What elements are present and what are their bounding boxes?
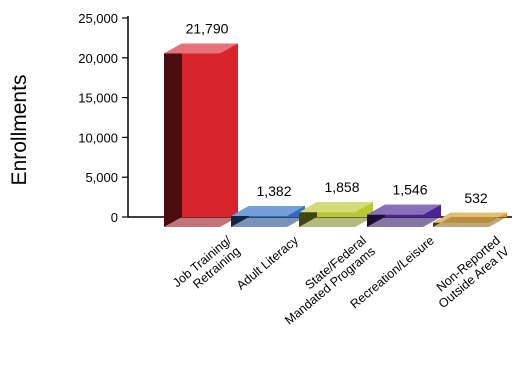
y-tick-label: 15,000 — [78, 91, 118, 106]
data-label: 21,790 — [186, 21, 229, 37]
bar — [367, 204, 441, 227]
bar — [231, 205, 305, 227]
data-label: 1,382 — [256, 183, 291, 199]
bar-side-face — [164, 43, 182, 227]
y-axis-title: Enrollments — [8, 75, 31, 186]
data-label: 532 — [464, 190, 488, 206]
y-tick-label: 25,000 — [78, 11, 118, 26]
bars-layer — [164, 43, 507, 227]
y-tick-label: 10,000 — [78, 130, 118, 145]
data-label: 1,858 — [324, 179, 359, 195]
x-tick-label: Adult Literacy — [234, 233, 302, 293]
bar — [299, 202, 373, 227]
bar-front-face — [182, 43, 238, 217]
axis-layer: 0 5,000 10,000 15,000 20,000 25,000 — [78, 11, 512, 225]
bar-base-face — [164, 217, 238, 227]
x-tick-label-line: Adult Literacy — [234, 233, 302, 293]
bar — [164, 43, 238, 227]
y-tick-label: 5,000 — [85, 170, 118, 185]
bar — [433, 212, 507, 227]
y-tick-label: 0 — [111, 210, 118, 225]
bar-base-face — [231, 217, 305, 227]
bar-base-face — [299, 217, 373, 227]
y-tick-label: 20,000 — [78, 51, 118, 66]
bar-top-face — [164, 43, 238, 54]
bar-top-face — [367, 204, 441, 215]
bar-top-face — [299, 202, 373, 213]
bar-base-face — [433, 217, 507, 227]
data-label: 1,546 — [392, 182, 427, 198]
x-tick-label: Job Training/Retraining — [170, 233, 243, 301]
bar-base-face — [367, 217, 441, 227]
bar-top-face — [231, 205, 305, 216]
x-tick-label: Non-ReportedOutside Area IV — [427, 233, 513, 311]
x-tick-label-line: Mandated Programs — [282, 244, 378, 328]
